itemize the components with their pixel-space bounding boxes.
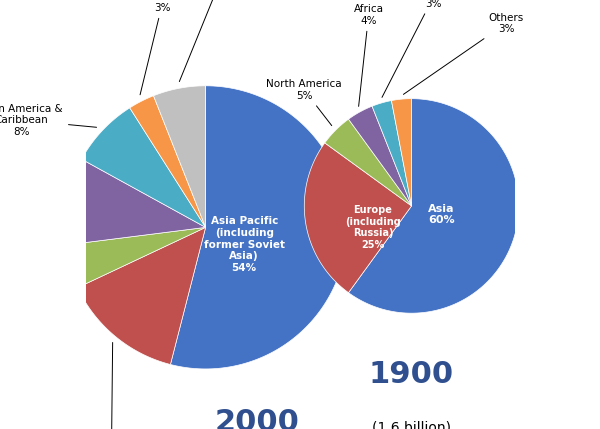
Polygon shape bbox=[65, 227, 206, 288]
Text: Latin America
3%: Latin America 3% bbox=[382, 0, 469, 97]
Text: 2000: 2000 bbox=[215, 408, 299, 429]
Text: Africa
10%: Africa 10% bbox=[0, 428, 1, 429]
Text: North America
5%: North America 5% bbox=[266, 79, 342, 126]
Text: Others
3%: Others 3% bbox=[403, 13, 524, 94]
Polygon shape bbox=[372, 100, 412, 206]
Polygon shape bbox=[304, 143, 412, 293]
Polygon shape bbox=[64, 159, 206, 245]
Polygon shape bbox=[349, 106, 412, 206]
Polygon shape bbox=[170, 86, 347, 369]
Text: Others
3%: Others 3% bbox=[140, 0, 181, 95]
Text: 1900: 1900 bbox=[369, 360, 454, 390]
Polygon shape bbox=[349, 99, 519, 313]
Text: Europe
(including
Russia)
14%: Europe (including Russia) 14% bbox=[85, 342, 137, 429]
Polygon shape bbox=[130, 96, 206, 227]
Text: Latin America &
Caribbean
8%: Latin America & Caribbean 8% bbox=[0, 103, 97, 137]
Text: Africa
4%: Africa 4% bbox=[353, 4, 383, 106]
Polygon shape bbox=[154, 86, 206, 227]
Polygon shape bbox=[77, 227, 206, 365]
Polygon shape bbox=[325, 119, 412, 206]
Text: (1.6 billion): (1.6 billion) bbox=[372, 420, 451, 429]
Polygon shape bbox=[82, 108, 206, 227]
Text: Asia
60%: Asia 60% bbox=[428, 204, 455, 225]
Text: Middle East and
Noth Africa
6%: Middle East and Noth Africa 6% bbox=[179, 0, 265, 82]
Text: Asia Pacific
(including
former Soviet
Asia)
54%: Asia Pacific (including former Soviet As… bbox=[204, 216, 285, 273]
Text: North America
5%: North America 5% bbox=[0, 428, 1, 429]
Polygon shape bbox=[391, 99, 412, 206]
Text: Europe
(including
Russia)
25%: Europe (including Russia) 25% bbox=[345, 205, 401, 250]
